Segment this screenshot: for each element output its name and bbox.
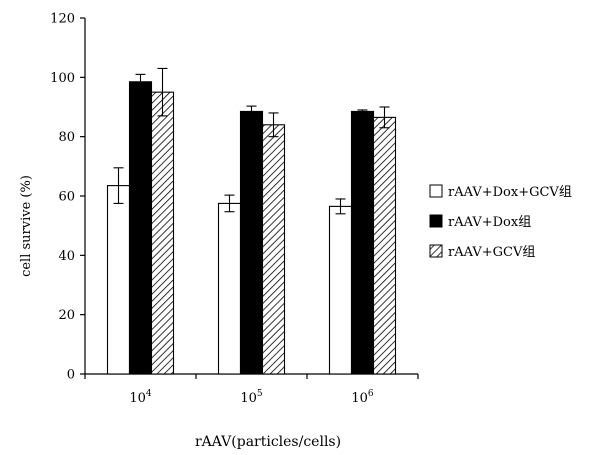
y-tick-label: 80 [58, 130, 75, 145]
x-tick-label: 105 [240, 389, 263, 406]
bar [150, 91, 175, 375]
bar [261, 124, 286, 375]
y-tick-label: 40 [58, 249, 75, 264]
bars-group [106, 67, 397, 375]
y-axis: 0 20 40 60 80 100 120 [50, 12, 86, 383]
legend: rAAV+Dox+GCV组 rAAV+Dox组 rAAV+GCV组 [429, 184, 572, 260]
bar [239, 110, 264, 375]
legend-label: rAAV+Dox+GCV组 [448, 185, 572, 200]
y-tick-label: 20 [58, 308, 75, 323]
y-tick-label: 60 [58, 190, 75, 205]
bar [106, 185, 131, 375]
legend-swatch [429, 184, 443, 198]
bar [217, 202, 242, 375]
legend-label: rAAV+Dox组 [448, 215, 531, 230]
x-axis: 104 105 106 [84, 373, 419, 406]
x-tick-label: 106 [351, 389, 374, 406]
x-axis-label: rAAV(particles/cells) [195, 434, 341, 450]
bar [328, 205, 353, 375]
bar [372, 116, 397, 375]
y-axis-label: cell survive (%) [19, 175, 34, 277]
bar [128, 81, 153, 375]
legend-swatch [429, 214, 443, 228]
legend-swatch [429, 244, 443, 258]
x-tick-label: 104 [129, 389, 152, 406]
bar [350, 110, 375, 375]
y-tick-label: 0 [67, 368, 75, 383]
y-tick-label: 100 [50, 71, 75, 86]
y-tick-label: 120 [50, 12, 75, 27]
legend-label: rAAV+GCV组 [448, 245, 535, 260]
